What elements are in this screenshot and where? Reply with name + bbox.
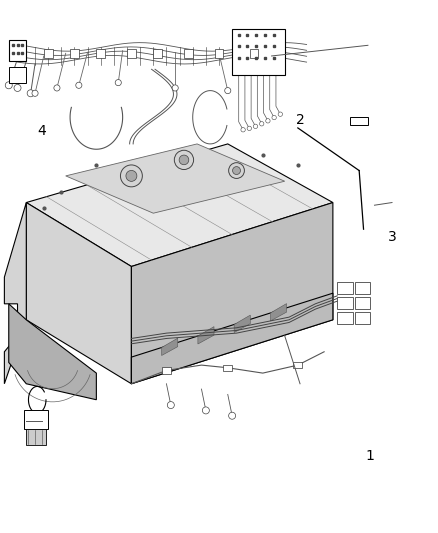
Circle shape	[272, 115, 276, 120]
Circle shape	[259, 122, 264, 126]
Circle shape	[225, 87, 231, 94]
Bar	[293, 362, 302, 368]
Polygon shape	[4, 203, 26, 384]
Text: 4: 4	[37, 124, 46, 138]
Bar	[162, 367, 171, 374]
Bar	[215, 49, 223, 58]
Bar	[24, 410, 48, 429]
Circle shape	[253, 124, 258, 128]
Bar	[26, 429, 46, 445]
Bar	[232, 29, 285, 75]
Circle shape	[278, 112, 283, 116]
Circle shape	[229, 163, 244, 179]
Circle shape	[14, 84, 21, 92]
Text: 2: 2	[296, 113, 304, 127]
Polygon shape	[131, 203, 333, 384]
Bar	[96, 49, 105, 58]
Bar	[337, 312, 353, 324]
Bar	[153, 49, 162, 58]
Polygon shape	[26, 144, 333, 266]
Circle shape	[233, 167, 240, 174]
Circle shape	[32, 90, 38, 96]
Circle shape	[229, 412, 236, 419]
Text: 3: 3	[388, 230, 396, 244]
Bar	[223, 365, 232, 371]
Circle shape	[76, 82, 82, 88]
Polygon shape	[162, 338, 178, 356]
Bar	[337, 282, 353, 294]
Circle shape	[172, 85, 178, 91]
Polygon shape	[66, 144, 285, 213]
Circle shape	[247, 126, 251, 131]
Circle shape	[120, 165, 142, 187]
Circle shape	[54, 85, 60, 91]
Bar	[127, 49, 136, 58]
Circle shape	[27, 90, 34, 97]
Bar	[184, 49, 193, 58]
Polygon shape	[9, 304, 96, 400]
Bar	[9, 40, 26, 61]
Bar	[9, 67, 26, 83]
Bar	[70, 49, 79, 58]
Circle shape	[179, 155, 189, 165]
Bar	[355, 282, 370, 294]
Polygon shape	[234, 315, 250, 333]
Circle shape	[174, 150, 194, 169]
Circle shape	[167, 401, 174, 409]
Polygon shape	[270, 304, 286, 321]
Bar	[355, 312, 370, 324]
Circle shape	[115, 79, 121, 86]
Bar	[250, 49, 258, 58]
Circle shape	[126, 171, 137, 181]
Bar	[44, 49, 53, 58]
Text: 1: 1	[366, 449, 374, 463]
Polygon shape	[26, 203, 131, 384]
Circle shape	[266, 119, 270, 123]
Bar	[350, 117, 368, 125]
Circle shape	[202, 407, 209, 414]
Polygon shape	[131, 293, 333, 384]
Bar	[355, 297, 370, 309]
Circle shape	[5, 82, 12, 89]
Circle shape	[241, 127, 245, 132]
Bar	[337, 297, 353, 309]
Polygon shape	[198, 327, 214, 344]
